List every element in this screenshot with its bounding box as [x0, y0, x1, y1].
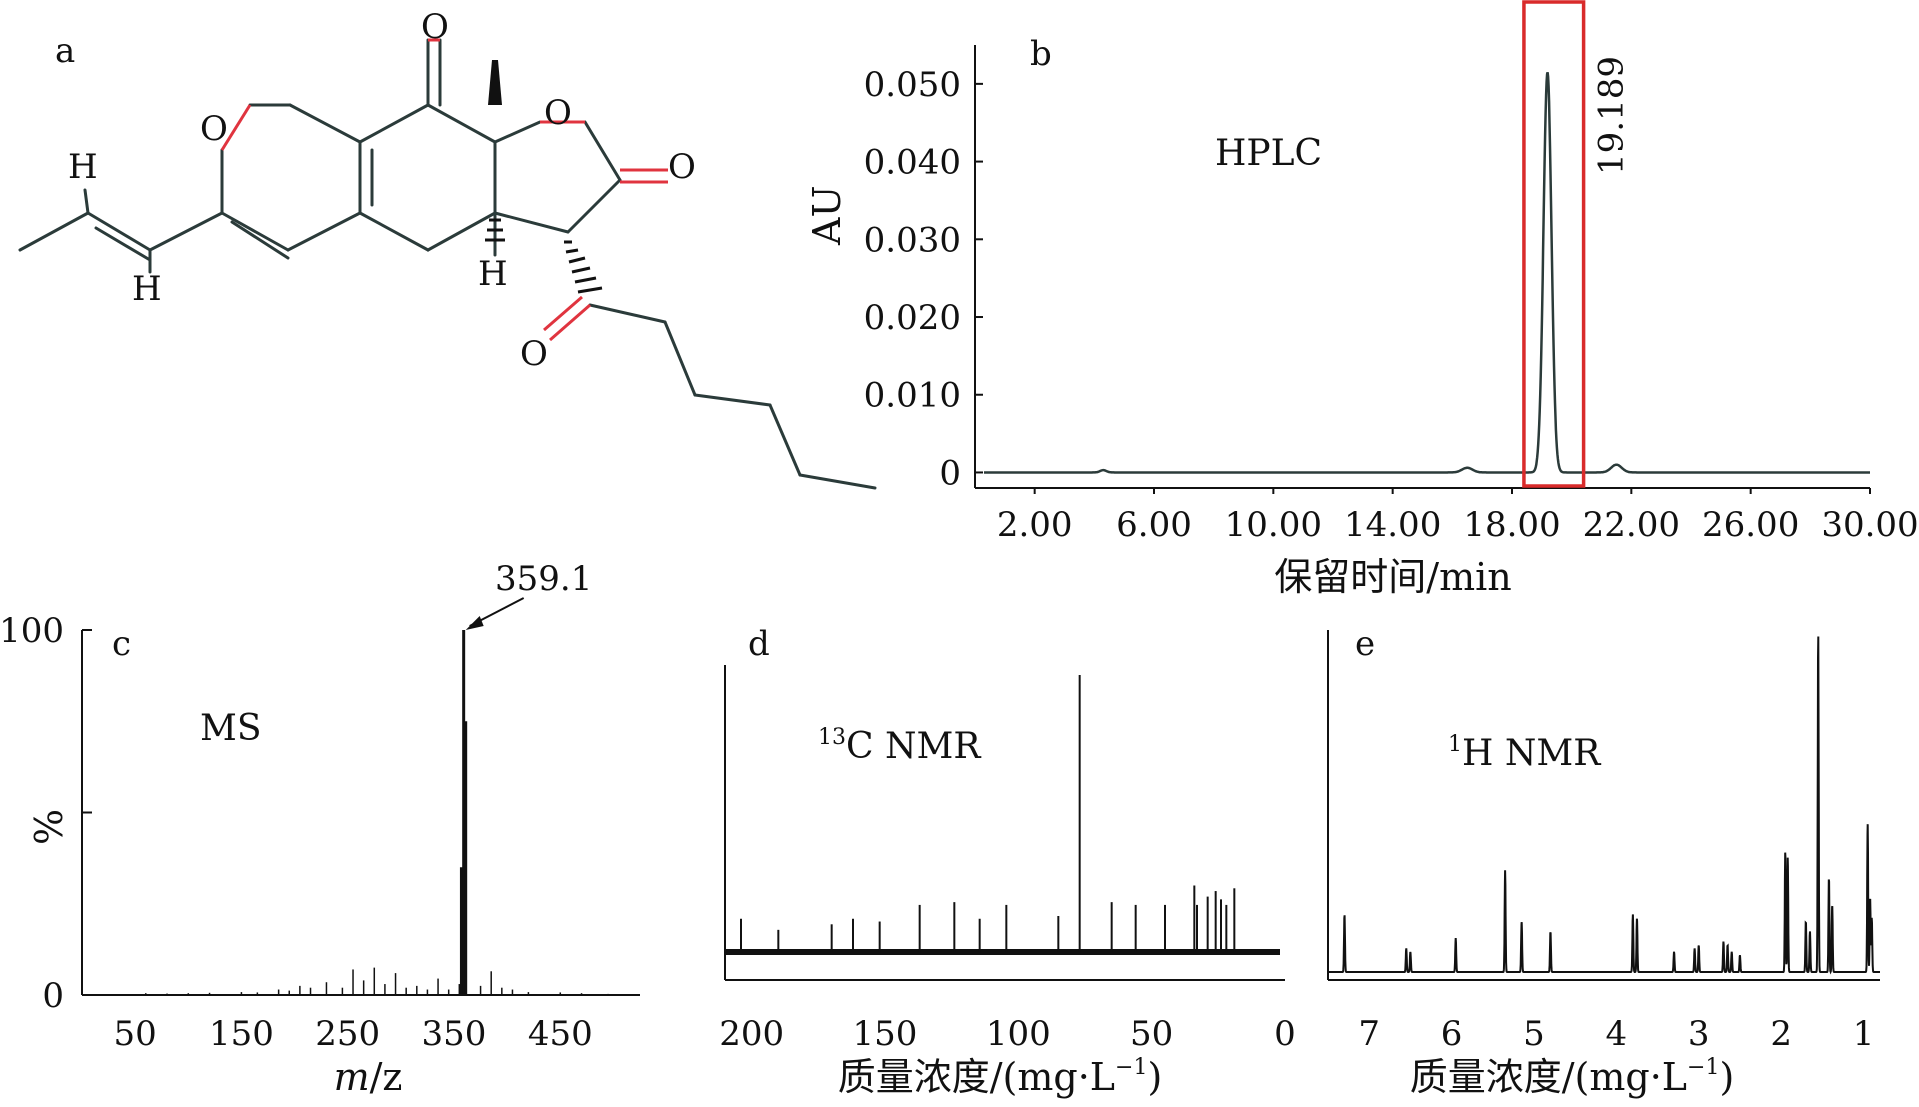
ms-y-tick-label: 100 [0, 611, 64, 651]
panel-d-13c-nmr: d 13C NMR 质量浓度/(mg·L−1) 200 150 100 50 0 [719, 624, 1296, 1099]
atom-o-carbonyl: O [668, 147, 696, 187]
hplc-x-tick-label: 2.00 [997, 505, 1073, 545]
hplc-x-tick-label: 26.00 [1702, 505, 1799, 545]
hplc-y-tick-label: 0.010 [864, 376, 961, 416]
h1-x-tick-label: 3 [1688, 1014, 1710, 1054]
h1-tick-labels: 7 6 5 4 3 2 1 [1358, 1014, 1874, 1054]
h1-x-axis-title-sup: −1 [1687, 1055, 1719, 1080]
hplc-x-tick-label: 10.00 [1225, 505, 1322, 545]
hplc-y-tick-label: 0.050 [864, 65, 961, 105]
c13-x-tick-label: 50 [1130, 1014, 1173, 1054]
ms-x-tick-label: 150 [209, 1014, 274, 1054]
ms-x-axis-title-italic: m [334, 1055, 370, 1099]
ms-x-axis-title: m/z [334, 1055, 403, 1099]
c13-x-axis-title-sup: −1 [1115, 1055, 1147, 1080]
c13-title-rest: C NMR [846, 726, 981, 767]
h1-x-tick-label: 7 [1358, 1014, 1380, 1054]
ms-peak-label: 359.1 [495, 559, 592, 599]
ms-x-tick-label: 450 [528, 1014, 593, 1054]
atom-o-pyran: O [200, 109, 228, 149]
panel-e-label: e [1355, 624, 1375, 664]
h1-x-tick-label: 6 [1441, 1014, 1463, 1054]
hplc-y-tick-label: 0.020 [864, 298, 961, 338]
ms-x-tick-label: 250 [315, 1014, 380, 1054]
hplc-peak-highlight-box [1522, 0, 1586, 488]
ms-x-tick-label: 350 [422, 1014, 487, 1054]
ms-x-axis-title-rest: /z [370, 1055, 403, 1099]
h1-title-rest: H NMR [1462, 733, 1601, 774]
hplc-x-tick-label: 14.00 [1344, 505, 1441, 545]
ms-x-tick-label: 50 [114, 1014, 157, 1054]
h1-x-tick-label: 4 [1606, 1014, 1628, 1054]
c13-title-sup: 13 [818, 725, 846, 750]
structure-bonds [18, 38, 877, 490]
ms-title: MS [200, 708, 262, 749]
h1-x-axis-title: 质量浓度/(mg·L−1) [1410, 1055, 1735, 1099]
h1-x-tick-label: 1 [1853, 1014, 1875, 1054]
atom-h-vinyl-bottom: H [132, 269, 162, 309]
atom-h-ring: H [478, 254, 508, 294]
c13-x-tick-label: 100 [986, 1014, 1051, 1054]
ms-peaks [145, 630, 609, 995]
hplc-tick-labels: 2.00 6.00 10.00 14.00 18.00 22.00 26.00 30.00 0 0… [864, 65, 1919, 545]
heteroatom-bonds [220, 38, 668, 342]
structure-atom-labels: O O O O O H H H [68, 7, 696, 374]
hplc-x-tick-label: 6.00 [1116, 505, 1192, 545]
hplc-y-tick-label: 0.030 [864, 220, 961, 260]
hplc-y-tick-label: 0 [939, 453, 961, 493]
h1-trace [1328, 636, 1880, 975]
c13-nmr-title: 13C NMR [818, 725, 981, 767]
c13-x-tick-label: 150 [853, 1014, 918, 1054]
h1-x-tick-label: 5 [1523, 1014, 1545, 1054]
hplc-axes [974, 45, 1871, 494]
c13-axes [724, 665, 1285, 981]
ms-axes [81, 629, 640, 996]
hashed-bonds [485, 218, 603, 294]
hplc-y-tick-label: 0.040 [864, 143, 961, 183]
panel-d-label: d [748, 624, 770, 664]
panel-c-ms: c MS % m/z 50 150 250 350 450 0 100 359.1 [0, 559, 640, 1099]
hplc-title: HPLC [1215, 133, 1322, 174]
h1-title-sup: 1 [1448, 732, 1462, 757]
ms-y-tick-label: 0 [42, 976, 64, 1016]
c13-x-axis-title: 质量浓度/(mg·L−1) [838, 1055, 1163, 1099]
ms-y-axis-title: % [27, 809, 71, 845]
h1-x-tick-label: 2 [1770, 1014, 1792, 1054]
hplc-x-axis-title: 保留时间/min [1274, 555, 1511, 599]
h1-nmr-title: 1H NMR [1448, 732, 1601, 774]
c13-x-axis-title-end: ) [1147, 1055, 1162, 1099]
hplc-trace [984, 71, 1870, 474]
panel-a-label: a [55, 31, 75, 71]
ms-peak-arrowhead [465, 616, 484, 630]
hplc-x-tick-label: 22.00 [1583, 505, 1680, 545]
atom-o-ketone: O [421, 7, 449, 47]
h1-axes [1327, 630, 1880, 981]
c13-tick-labels: 200 150 100 50 0 [719, 1014, 1296, 1054]
panel-b-hplc: b HPLC AU 保留时间/min 2.00 6.00 10.00 14.00 18.… [805, 0, 1919, 599]
c13-peaks [740, 675, 1236, 952]
c13-x-axis-title-main: 质量浓度/(mg·L [838, 1055, 1115, 1099]
hplc-x-tick-label: 30.00 [1821, 505, 1918, 545]
h1-x-axis-title-end: ) [1719, 1055, 1734, 1099]
hplc-x-tick-label: 18.00 [1463, 505, 1560, 545]
c13-x-tick-label: 0 [1274, 1014, 1296, 1054]
panel-b-label: b [1030, 34, 1052, 74]
panel-c-label: c [112, 624, 131, 664]
atom-o-lactone: O [544, 93, 572, 133]
panel-a-structure: a [18, 7, 877, 490]
hplc-y-axis-title: AU [805, 186, 849, 246]
hplc-peak-label: 19.189 [1591, 56, 1631, 175]
h1-x-axis-title-main: 质量浓度/(mg·L [1410, 1055, 1687, 1099]
ms-tick-labels: 50 150 250 350 450 0 100 [0, 611, 593, 1054]
atom-h-vinyl-top: H [68, 147, 98, 187]
atom-o-acyl: O [520, 334, 548, 374]
methyl-wedge [488, 60, 502, 105]
c13-x-tick-label: 200 [719, 1014, 784, 1054]
